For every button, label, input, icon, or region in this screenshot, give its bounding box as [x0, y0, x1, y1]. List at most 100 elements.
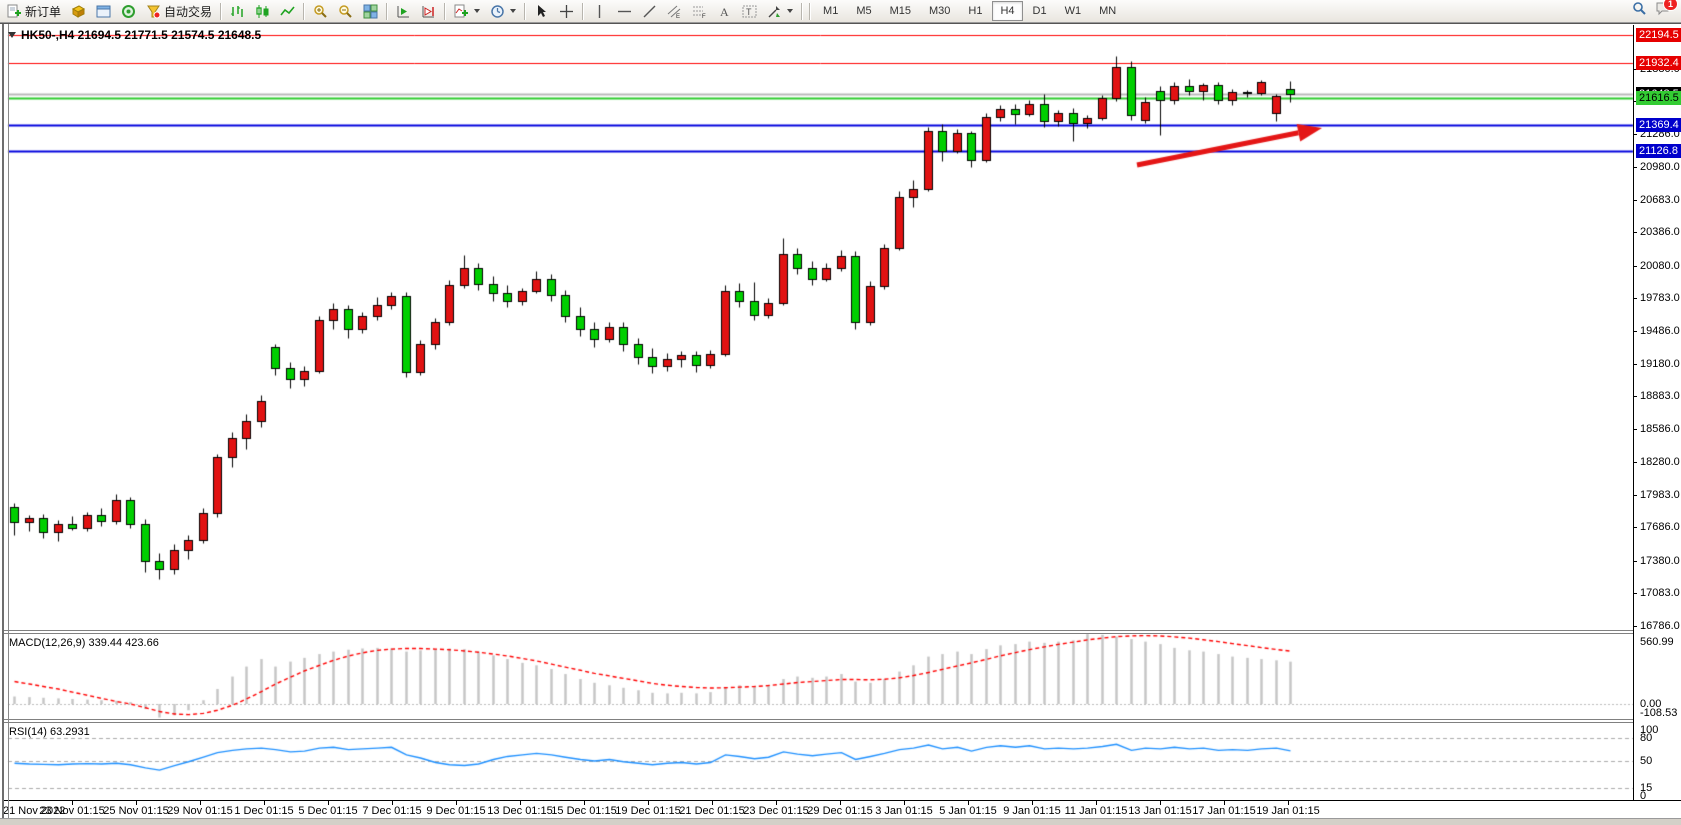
- macd-axis-label: 0.00: [1640, 698, 1662, 710]
- timeframe-mn-button[interactable]: MN: [1099, 5, 1117, 17]
- chart-candles-button[interactable]: [250, 1, 275, 22]
- time-tick: [776, 801, 777, 805]
- time-tick: [584, 801, 585, 805]
- price-tick-label: 18280.0: [1640, 456, 1680, 468]
- time-label: 19 Dec 01:15: [615, 805, 681, 817]
- timeframe-h4-button[interactable]: H4: [992, 1, 1023, 21]
- chevron-down-icon[interactable]: [474, 9, 481, 13]
- time-tick: [264, 801, 265, 805]
- price-tick: [1633, 364, 1637, 365]
- price-tick-label: 20683.0: [1640, 194, 1680, 206]
- timeframe-m15-button[interactable]: M15: [889, 5, 911, 17]
- chart-candles-icon: [255, 4, 270, 19]
- indicators-button[interactable]: [449, 1, 485, 22]
- chevron-down-icon[interactable]: [787, 9, 794, 13]
- search-icon[interactable]: [1632, 1, 1647, 21]
- timeframe-h1-button[interactable]: H1: [968, 5, 983, 17]
- timeframe-d1-button[interactable]: D1: [1032, 5, 1047, 17]
- time-tick: [72, 801, 73, 805]
- chart-bars-button[interactable]: [225, 1, 250, 22]
- chevron-down-icon[interactable]: [510, 9, 517, 13]
- hline-badge: 21126.8: [1636, 144, 1681, 158]
- time-tick: [712, 801, 713, 805]
- time-tick: [1032, 801, 1033, 805]
- time-tick: [1288, 801, 1289, 805]
- fibonacci-button[interactable]: F: [687, 1, 712, 22]
- macd-rsi-separator[interactable]: [3, 719, 1633, 723]
- new-order-button[interactable]: 新订单: [2, 0, 66, 23]
- chart-expand-icon[interactable]: [8, 32, 16, 38]
- text-label-button[interactable]: T: [737, 1, 762, 22]
- trend-line-icon: [642, 4, 657, 19]
- svg-text:T: T: [746, 7, 752, 17]
- time-label: 5 Dec 01:15: [298, 805, 358, 817]
- time-label: 29 Nov 01:15: [167, 805, 233, 817]
- crosshair-icon: [559, 4, 574, 19]
- cursor-button[interactable]: [529, 1, 554, 22]
- text-button[interactable]: A: [712, 1, 737, 22]
- trend-line-button[interactable]: [637, 1, 662, 22]
- equidistant-channel-button[interactable]: E: [662, 1, 687, 22]
- time-tick: [392, 801, 393, 805]
- price-tick-label: 19486.0: [1640, 325, 1680, 337]
- time-label: 23 Nov 01:15: [39, 805, 105, 817]
- equidistant-channel-icon: E: [667, 4, 682, 19]
- timeframe-m1-button[interactable]: M1: [823, 5, 839, 17]
- autotrading-icon: [146, 4, 161, 19]
- time-tick: [1096, 801, 1097, 805]
- price-tick-label: 19180.0: [1640, 358, 1680, 370]
- chart-window[interactable]: HK50-,H4 21694.5 21771.5 21574.5 21648.5…: [0, 23, 1681, 819]
- price-tick-label: 17380.0: [1640, 555, 1680, 567]
- hline-badge: 21616.5: [1636, 91, 1681, 105]
- timeframe-m5-button[interactable]: M5: [856, 5, 872, 17]
- tile-windows-button[interactable]: [358, 1, 383, 22]
- toolbar-separator: [303, 2, 306, 20]
- chart-canvas[interactable]: [0, 24, 1681, 819]
- timeframe-m30-button[interactable]: M30: [929, 5, 951, 17]
- periods-button[interactable]: [485, 1, 521, 22]
- timeframe-w1-button[interactable]: W1: [1064, 5, 1082, 17]
- auto-scroll-button[interactable]: [391, 1, 416, 22]
- time-label: 23 Dec 01:15: [743, 805, 809, 817]
- autotrading-label: 自动交易: [164, 4, 213, 19]
- chart-line-button[interactable]: [275, 1, 300, 22]
- time-label: 21 Dec 01:15: [679, 805, 745, 817]
- time-label: 25 Nov 01:15: [103, 805, 169, 817]
- time-tick: [1224, 801, 1225, 805]
- time-label: 21 Nov 2022: [3, 805, 66, 817]
- zoom-out-button[interactable]: [333, 1, 358, 22]
- arrows-button[interactable]: [762, 1, 798, 22]
- toolbar-separator: [220, 2, 223, 20]
- time-tick: [968, 801, 969, 805]
- toolbar-separator: [801, 2, 804, 20]
- autotrading-button[interactable]: 自动交易: [141, 0, 217, 23]
- price-axis-line: [1633, 25, 1634, 801]
- market-watch-button[interactable]: [66, 1, 91, 22]
- hline-badge: 21932.4: [1636, 56, 1681, 70]
- vertical-line-button[interactable]: [587, 1, 612, 22]
- price-tick-label: 18586.0: [1640, 423, 1680, 435]
- macd-label: MACD(12,26,9) 339.44 423.66: [9, 637, 159, 649]
- main-macd-separator[interactable]: [3, 630, 1633, 634]
- notifications-icon[interactable]: 1: [1655, 0, 1678, 21]
- toolbar-separator: [524, 2, 527, 20]
- tile-windows-icon: [363, 4, 378, 19]
- time-tick: [648, 801, 649, 805]
- time-tick: [136, 801, 137, 805]
- chart-bars-icon: [230, 4, 245, 19]
- time-label: 19 Jan 01:15: [1256, 805, 1320, 817]
- time-tick: [1160, 801, 1161, 805]
- time-label: 5 Jan 01:15: [939, 805, 997, 817]
- navigator-button[interactable]: [116, 1, 141, 22]
- horizontal-line-button[interactable]: [612, 1, 637, 22]
- crosshair-button[interactable]: [554, 1, 579, 22]
- chart-shift-icon: [421, 4, 436, 19]
- new-order-label: 新订单: [25, 4, 62, 19]
- new-order-icon: [7, 4, 22, 19]
- chart-shift-button[interactable]: [416, 1, 441, 22]
- zoom-in-button[interactable]: [308, 1, 333, 22]
- rsi-axis-label: 80: [1640, 732, 1653, 744]
- data-window-button[interactable]: [91, 1, 116, 22]
- price-tick: [1633, 232, 1637, 233]
- chart-line-icon: [280, 4, 295, 19]
